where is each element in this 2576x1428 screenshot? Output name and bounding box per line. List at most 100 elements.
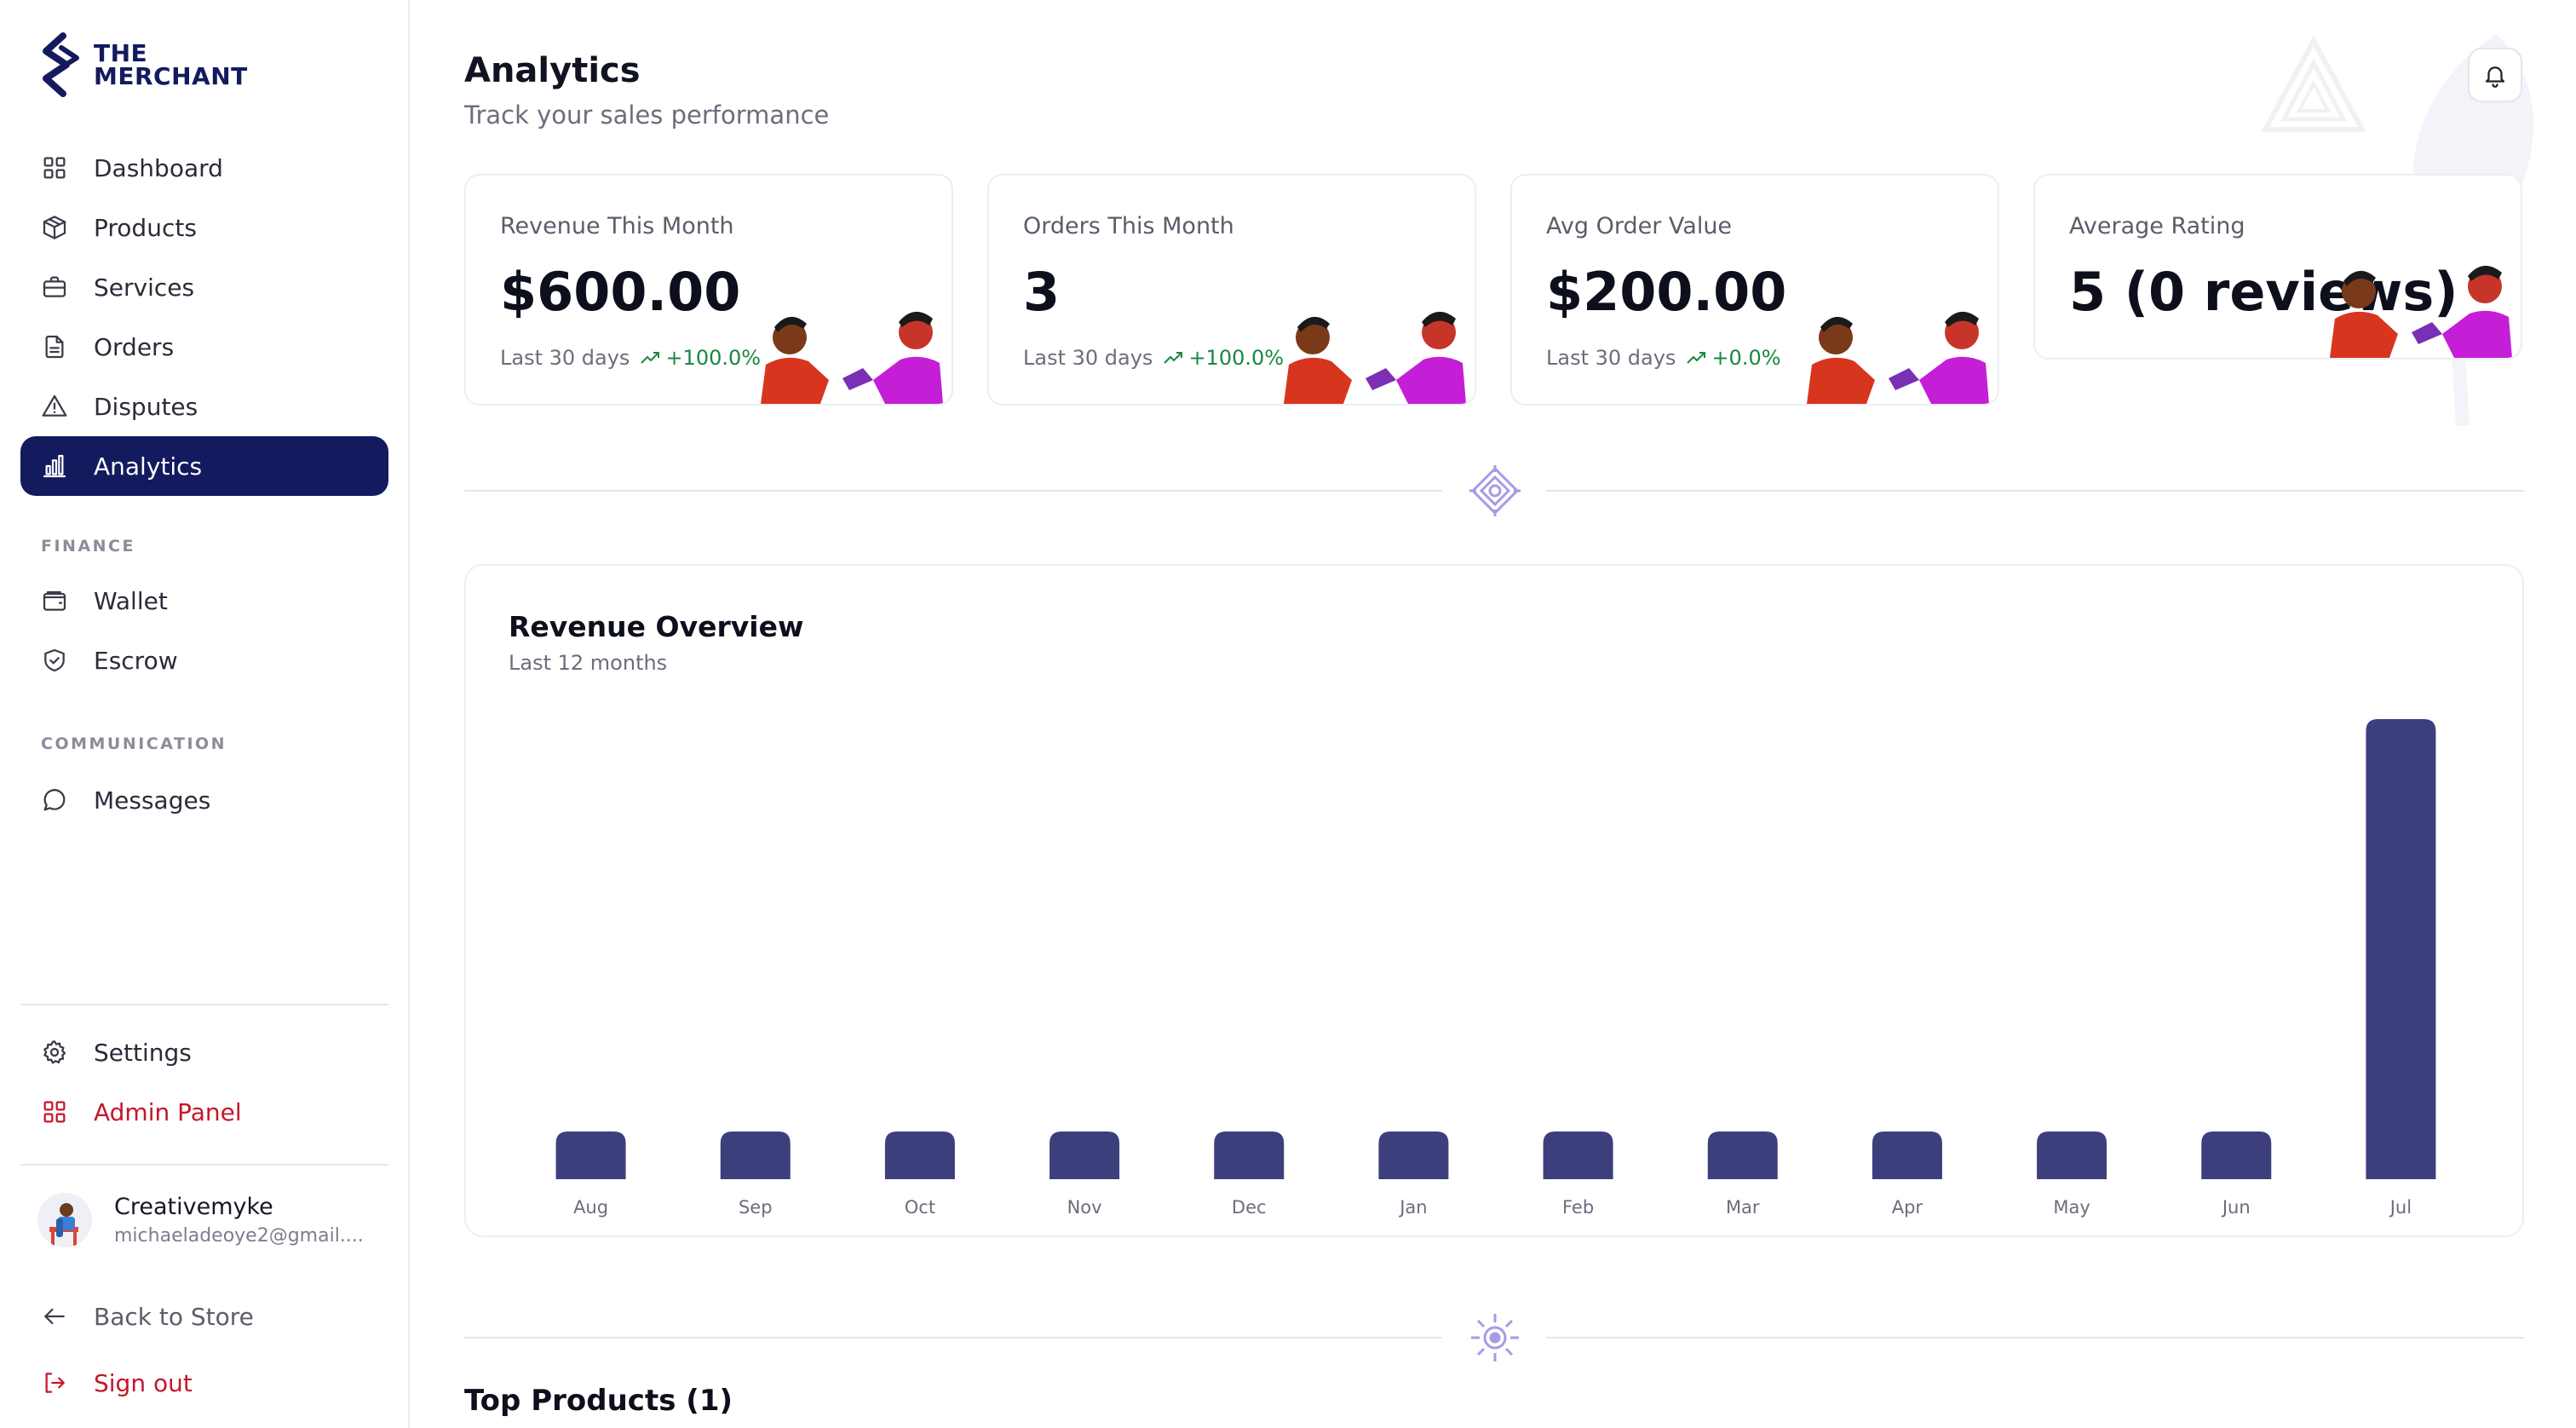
handshake-illustration bbox=[761, 311, 943, 404]
divider-line bbox=[1546, 1337, 2524, 1339]
x-tick-label: Mar bbox=[1726, 1197, 1760, 1218]
stat-card-revenue[interactable]: Revenue This Month $600.00 Last 30 days … bbox=[464, 174, 953, 406]
back-to-store-link[interactable]: Back to Store bbox=[20, 1287, 388, 1346]
x-tick-label: Dec bbox=[1232, 1197, 1267, 1218]
sidebar-item-disputes[interactable]: Disputes bbox=[20, 377, 388, 436]
chart-bar-apr[interactable] bbox=[1872, 1131, 1942, 1179]
x-tick-label: Oct bbox=[905, 1197, 935, 1218]
message-circle-icon bbox=[39, 785, 70, 815]
sidebar-divider bbox=[20, 1164, 388, 1166]
section-divider bbox=[464, 1312, 2524, 1363]
stat-footer: Last 30 days +100.0% bbox=[1023, 346, 1284, 370]
alert-triangle-icon bbox=[39, 391, 70, 422]
revenue-bar-chart: Aug Sep Oct Nov Dec Jan Feb Mar Apr May Jun Jul bbox=[555, 719, 2436, 1218]
chart-bar-aug[interactable] bbox=[555, 1131, 626, 1179]
x-tick-label: Jul bbox=[2389, 1197, 2412, 1218]
sidebar-item-products[interactable]: Products bbox=[20, 198, 388, 257]
footer-nav: Back to Store bbox=[20, 1287, 388, 1346]
sign-out-button[interactable]: Sign out bbox=[20, 1353, 388, 1413]
stat-period: Last 30 days bbox=[1546, 346, 1676, 370]
page-subtitle: Track your sales performance bbox=[464, 101, 830, 130]
stat-title: Avg Order Value bbox=[1546, 213, 1733, 239]
sidebar-item-wallet[interactable]: Wallet bbox=[20, 571, 388, 631]
chart-bar-nov[interactable] bbox=[1049, 1131, 1120, 1179]
arrow-left-icon bbox=[39, 1301, 70, 1332]
sidebar-item-services[interactable]: Services bbox=[20, 257, 388, 317]
grid-icon bbox=[39, 153, 70, 183]
section-divider bbox=[464, 465, 2524, 516]
sidebar-item-label: Services bbox=[94, 273, 195, 302]
main-content: Analytics Track your sales performance R… bbox=[410, 0, 2576, 1428]
briefcase-icon bbox=[39, 272, 70, 302]
file-icon bbox=[39, 331, 70, 362]
sidebar-item-label: Settings bbox=[94, 1038, 192, 1067]
sidebar-item-label: Products bbox=[94, 213, 197, 242]
stat-value: 5 (0 reviews) bbox=[2069, 261, 2458, 323]
stat-period: Last 30 days bbox=[1023, 346, 1153, 370]
user-name: Creativemyke bbox=[114, 1194, 273, 1220]
notifications-button[interactable] bbox=[2468, 48, 2522, 102]
stat-card-orders[interactable]: Orders This Month 3 Last 30 days +100.0% bbox=[987, 174, 1476, 406]
stat-card-avg-order[interactable]: Avg Order Value $200.00 Last 30 days +0.… bbox=[1510, 174, 1999, 406]
brand-logo[interactable]: THE MERCHANT bbox=[37, 32, 248, 97]
chart-bar-jun[interactable] bbox=[2201, 1131, 2272, 1179]
chart-bar-mar[interactable] bbox=[1707, 1131, 1778, 1179]
handshake-illustration bbox=[1284, 311, 1466, 404]
sidebar-item-label: Admin Panel bbox=[94, 1097, 242, 1126]
sidebar-item-orders[interactable]: Orders bbox=[20, 317, 388, 377]
divider-line bbox=[1546, 490, 2524, 492]
chart-title: Revenue Overview bbox=[509, 610, 804, 643]
chart-bar-jan[interactable] bbox=[1378, 1131, 1449, 1179]
stat-trend-value: +100.0% bbox=[1188, 346, 1285, 370]
user-email: michaeladeoye2@gmail.... bbox=[114, 1225, 364, 1247]
user-profile[interactable]: Creativemyke michaeladeoye2@gmail.... bbox=[37, 1193, 387, 1247]
stat-title: Revenue This Month bbox=[500, 213, 734, 239]
chart-bar-dec[interactable] bbox=[1214, 1131, 1285, 1179]
chart-subtitle: Last 12 months bbox=[509, 651, 668, 675]
chart-bar-sep[interactable] bbox=[720, 1131, 791, 1179]
x-tick-label: Apr bbox=[1892, 1197, 1923, 1218]
finance-section-label: FINANCE bbox=[41, 537, 135, 556]
back-to-store-label: Back to Store bbox=[94, 1302, 254, 1331]
chart-bar-jul[interactable] bbox=[2366, 719, 2436, 1179]
sidebar-item-analytics[interactable]: Analytics bbox=[20, 436, 388, 496]
stat-trend: +0.0% bbox=[1686, 346, 1781, 370]
stat-trend-value: +0.0% bbox=[1711, 346, 1781, 370]
top-products-heading: Top Products (1) bbox=[464, 1384, 733, 1418]
gear-icon bbox=[39, 1037, 70, 1068]
stat-footer: Last 30 days +100.0% bbox=[500, 346, 761, 370]
trending-up-icon bbox=[1687, 352, 1706, 364]
stat-card-rating[interactable]: Average Rating 5 (0 reviews) bbox=[2033, 174, 2522, 360]
sidebar-item-label: Orders bbox=[94, 332, 175, 361]
chart-bar-oct[interactable] bbox=[884, 1131, 955, 1179]
sidebar-item-dashboard[interactable]: Dashboard bbox=[20, 138, 388, 198]
tribal-ornament-icon bbox=[1469, 465, 1521, 516]
main-nav: Dashboard Products Services Orders Dispu… bbox=[20, 138, 388, 496]
sidebar-item-label: Dashboard bbox=[94, 153, 223, 182]
stat-value: $200.00 bbox=[1546, 261, 1787, 323]
sidebar-item-label: Wallet bbox=[94, 586, 168, 615]
communication-nav: Messages bbox=[20, 770, 388, 830]
chart-bar-may[interactable] bbox=[2037, 1131, 2107, 1179]
settings-nav: Settings Admin Panel bbox=[20, 1022, 388, 1142]
x-tick-label: Feb bbox=[1562, 1197, 1594, 1218]
sidebar-item-settings[interactable]: Settings bbox=[20, 1022, 388, 1082]
brand-line-2: MERCHANT bbox=[94, 62, 248, 90]
brand-line-1: THE bbox=[94, 39, 148, 67]
avatar bbox=[37, 1193, 92, 1247]
sidebar: THE MERCHANT Dashboard Products Services… bbox=[0, 0, 410, 1428]
sidebar-item-messages[interactable]: Messages bbox=[20, 770, 388, 830]
sidebar-item-label: Analytics bbox=[94, 452, 203, 481]
sidebar-item-label: Messages bbox=[94, 786, 211, 815]
log-out-icon bbox=[39, 1368, 70, 1398]
sidebar-divider bbox=[20, 1004, 388, 1005]
sidebar-item-escrow[interactable]: Escrow bbox=[20, 631, 388, 690]
sidebar-item-admin-panel[interactable]: Admin Panel bbox=[20, 1082, 388, 1142]
x-tick-label: Sep bbox=[739, 1197, 773, 1218]
bell-icon bbox=[2485, 66, 2505, 88]
stats-cards: Revenue This Month $600.00 Last 30 days … bbox=[464, 174, 2524, 406]
signout-nav: Sign out bbox=[20, 1353, 388, 1413]
stat-trend: +100.0% bbox=[640, 346, 761, 370]
bar-chart-icon bbox=[39, 451, 70, 481]
chart-bar-feb[interactable] bbox=[1543, 1131, 1613, 1179]
